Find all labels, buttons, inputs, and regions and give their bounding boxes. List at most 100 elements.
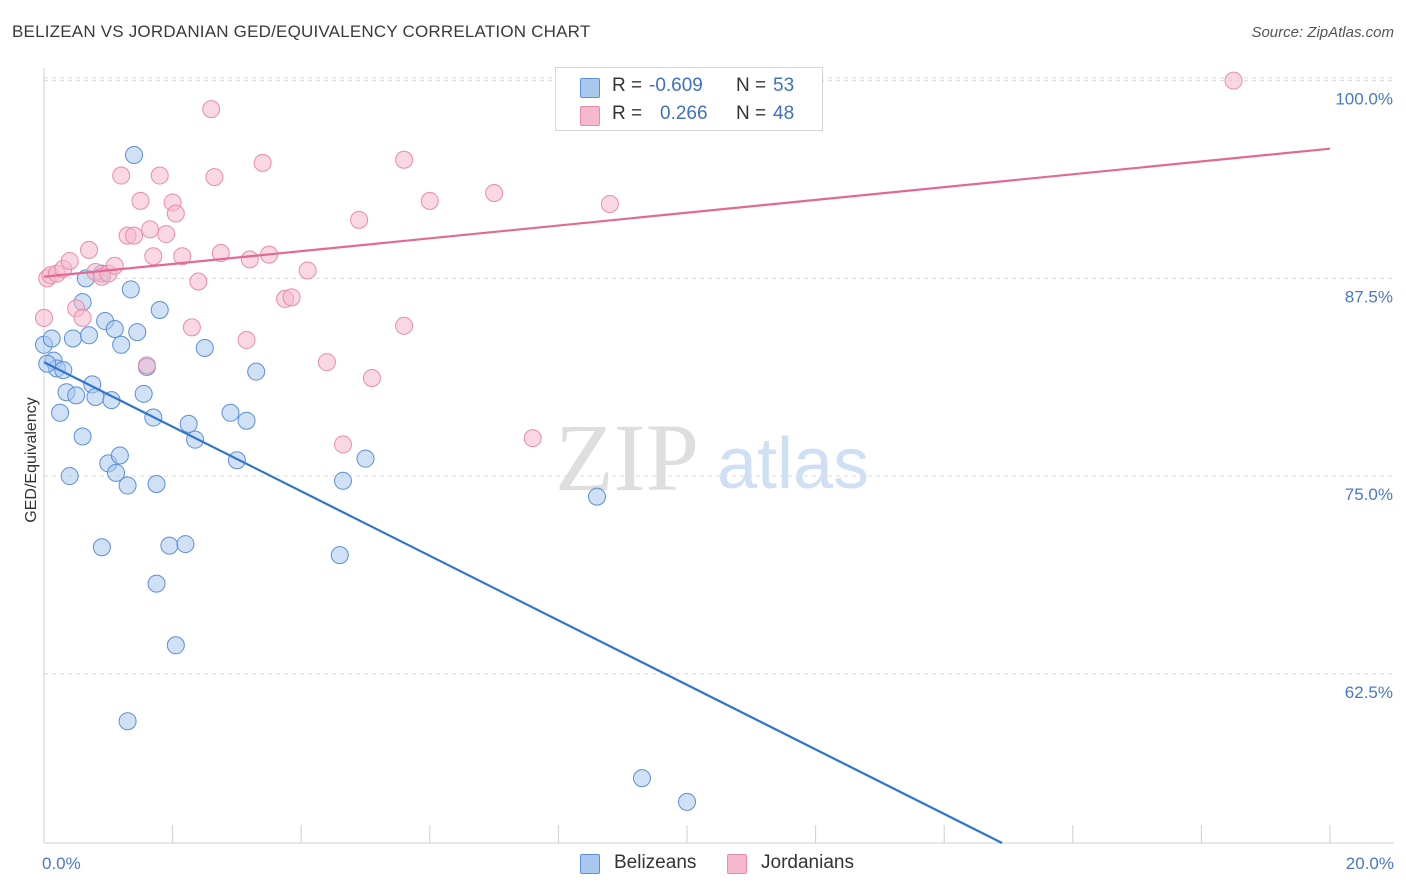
belizean-point	[92, 538, 111, 557]
belizean-point	[118, 712, 137, 731]
legend-label: Belizeans	[614, 852, 697, 873]
watermark: ZIP atlas	[555, 404, 869, 511]
jordanian-point	[125, 226, 144, 245]
jordanian-point	[253, 153, 272, 172]
jordanian-point	[173, 247, 192, 266]
legend-label: Jordanians	[761, 852, 854, 873]
belizean-point	[80, 326, 99, 345]
belizean-point	[51, 403, 70, 422]
axes-layer	[43, 68, 1394, 844]
belizean-point	[134, 384, 153, 403]
jordanian-trend-line	[43, 147, 1331, 278]
jordanians-swatch	[580, 106, 600, 126]
jordanian-point	[105, 256, 124, 275]
belizean-point	[60, 467, 79, 486]
belizean-point	[356, 449, 375, 468]
jordanian-point	[166, 204, 185, 223]
belizean-point	[176, 535, 195, 554]
n-label: N =	[736, 103, 767, 124]
jordanian-point	[144, 247, 163, 266]
belizean-point	[186, 430, 205, 449]
belizean-point	[195, 338, 214, 357]
jordanian-point	[80, 240, 99, 259]
jordanian-point	[523, 429, 542, 448]
r-value: 0.266	[660, 103, 708, 124]
belizean-point	[121, 280, 140, 299]
belizean-point	[128, 323, 147, 342]
jordanian-point	[237, 331, 256, 350]
jordanian-point	[131, 191, 150, 210]
belizean-point	[160, 536, 179, 555]
belizean-point	[166, 636, 185, 655]
y-axis-title: GED/Equivalency	[23, 397, 40, 522]
jordanian-point	[60, 251, 79, 270]
belizean-point	[147, 474, 166, 493]
belizean-point	[247, 362, 266, 381]
jordanian-point	[35, 308, 53, 327]
y-tick-label: 100.0%	[1335, 90, 1393, 109]
jordanian-point	[202, 100, 221, 119]
belizean-point	[221, 403, 240, 422]
y-tick-label: 87.5%	[1345, 287, 1393, 306]
jordanian-point	[420, 191, 439, 210]
belizean-point	[333, 471, 352, 490]
jordanian-point	[112, 166, 131, 185]
jordanian-point	[205, 168, 224, 187]
n-value: 53	[773, 75, 795, 96]
jordanian-point	[182, 318, 201, 337]
correlation-legend: R = -0.609 N = 53 R = 0.266 N = 48	[555, 67, 823, 131]
jordanian-point	[485, 183, 504, 202]
chart-title: BELIZEAN VS JORDANIAN GED/EQUIVALENCY CO…	[12, 22, 591, 41]
belizean-point	[63, 329, 82, 348]
belizean-point	[150, 300, 169, 319]
jordanian-point	[141, 220, 160, 239]
belizeans-swatch	[580, 78, 600, 98]
belizean-trend-line	[43, 361, 1003, 844]
x-tick-label: 20.0%	[1346, 854, 1394, 873]
jordanian-point	[298, 261, 317, 280]
y-tick-label: 62.5%	[1345, 683, 1393, 702]
belizean-point	[227, 451, 246, 470]
watermark-atlas: atlas	[717, 424, 869, 504]
belizean-point	[678, 792, 696, 811]
points-layer	[35, 71, 1243, 811]
jordanian-point	[282, 288, 301, 307]
jordanian-point	[317, 353, 336, 372]
r-label: R =	[612, 103, 643, 124]
belizean-point	[147, 574, 166, 593]
source-credit: Source: ZipAtlas.com	[1251, 24, 1394, 41]
belizean-point	[330, 546, 349, 565]
belizean-point	[107, 463, 126, 482]
belizean-point	[632, 769, 651, 788]
belizeans-swatch	[580, 854, 600, 874]
belizean-point	[125, 145, 144, 164]
belizean-point	[110, 446, 129, 465]
jordanian-point	[211, 244, 230, 263]
jordanian-point	[157, 225, 176, 244]
jordanian-point	[333, 435, 352, 454]
jordanian-point	[189, 272, 208, 291]
belizean-point	[179, 414, 198, 433]
jordanian-point	[1224, 71, 1243, 90]
belizean-point	[105, 319, 124, 338]
belizean-point	[118, 476, 137, 495]
n-label: N =	[736, 75, 767, 96]
jordanian-point	[137, 356, 156, 375]
belizean-point	[237, 411, 256, 430]
watermark-zip: ZIP	[555, 404, 699, 511]
trend-layer	[43, 147, 1331, 844]
belizean-point	[67, 386, 86, 405]
y-tick-label: 75.0%	[1345, 485, 1393, 504]
belizean-point	[73, 427, 92, 446]
x-tick-label: 0.0%	[42, 854, 81, 873]
jordanian-point	[600, 195, 619, 214]
jordanian-point	[362, 369, 381, 387]
n-value: 48	[773, 103, 795, 124]
jordanian-point	[395, 316, 414, 335]
series-legend: Belizeans Jordanians	[0, 850, 1406, 880]
jordanian-point	[240, 250, 259, 269]
jordanian-point	[350, 210, 369, 229]
tick-labels-layer: 100.0% 87.5% 75.0% 62.5% 0.0% 20.0%	[42, 90, 1394, 873]
belizean-point	[42, 329, 61, 348]
